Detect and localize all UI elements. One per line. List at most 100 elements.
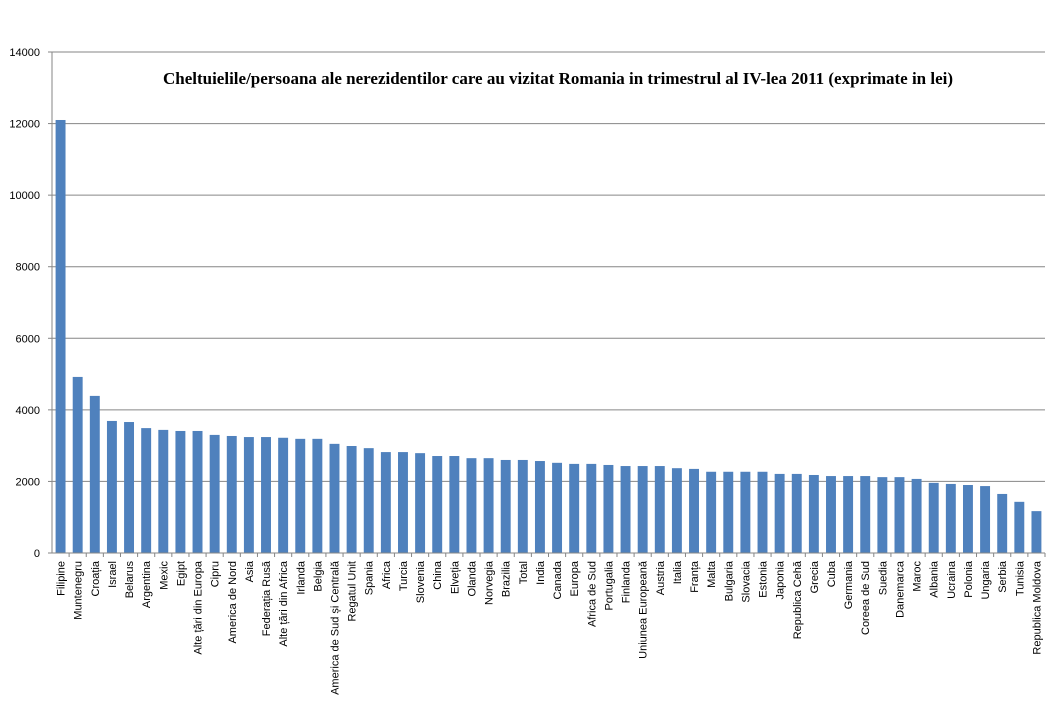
x-tick-label: Finlanda [621, 560, 633, 603]
x-tick-label: Cuba [826, 560, 838, 587]
y-axis: 0 2000 4000 6000 8000 10000 12000 14000 [9, 47, 53, 560]
x-tick-label: Mexic [158, 561, 170, 590]
bar [517, 459, 528, 553]
x-tick-label: Bulgaria [723, 560, 735, 601]
bars [55, 119, 1042, 553]
bar [312, 438, 323, 553]
bar [1014, 501, 1025, 553]
bar [569, 463, 580, 553]
bar [808, 474, 819, 553]
bar [106, 420, 117, 553]
x-tick-label: Austria [655, 560, 667, 595]
bar [141, 428, 152, 553]
x-tick-label: Muntenegru [73, 561, 85, 620]
bar [380, 452, 391, 553]
x-tick-label: Coreea de Sud [860, 561, 872, 635]
y-tick-label: 6000 [16, 333, 40, 345]
x-tick-label: India [535, 560, 547, 585]
bar [962, 485, 973, 553]
x-tick-label: America de Nord [227, 561, 239, 644]
bar [346, 446, 357, 553]
bar [329, 443, 340, 553]
bar [432, 456, 443, 553]
y-tick-label: 14000 [9, 47, 40, 59]
x-tick-label: Ungaria [980, 560, 992, 599]
x-tick-label: Japonia [775, 560, 787, 599]
x-tick-label: Elveția [449, 560, 461, 594]
y-tick-label: 12000 [9, 119, 40, 131]
x-tick-label: Regatul Unit [347, 561, 359, 622]
x-tick-label: Norvegia [484, 560, 496, 605]
x-tick-label: Brazilia [501, 560, 513, 597]
bar [911, 478, 922, 553]
bar [226, 435, 237, 553]
x-axis: Filipine Muntenegru Croația Israel Belarus Ar… [52, 552, 1046, 695]
x-tick-label: Croația [90, 560, 102, 596]
bar [774, 473, 785, 553]
x-tick-label: Argentina [141, 560, 153, 608]
bar [466, 458, 477, 553]
bar [483, 458, 494, 553]
x-tick-label: Israel [107, 561, 119, 588]
x-tick-label: Portugalia [603, 560, 615, 610]
x-tick-label: Turcia [398, 560, 410, 591]
bar [175, 430, 186, 553]
x-tick-label: Albania [929, 560, 941, 598]
y-tick-label: 10000 [9, 190, 40, 202]
x-tick-label: Spania [364, 560, 376, 595]
x-tick-label: Belgia [312, 560, 324, 591]
bar [261, 437, 271, 553]
x-tick-label: Canada [552, 560, 564, 599]
y-tick-label: 2000 [16, 476, 40, 488]
y-tick-label: 0 [34, 548, 40, 560]
x-tick-label: Alte țări din Africa [278, 560, 290, 646]
x-tick-label: Africa [381, 560, 393, 589]
bar [877, 477, 888, 553]
x-tick-label: Slovacia [740, 560, 752, 602]
bar [757, 471, 768, 553]
bar [637, 466, 648, 553]
bar [295, 438, 306, 553]
bar [689, 468, 699, 553]
x-tick-label: Franța [689, 560, 701, 593]
x-tick-label: Egipt [175, 561, 187, 586]
x-tick-label: Italia [672, 560, 684, 584]
x-tick-label: Alte țări din Europa [193, 560, 205, 654]
bar [1031, 511, 1042, 553]
x-tick-label: Cipru [210, 561, 222, 587]
x-tick-label: Polonia [963, 560, 975, 598]
bar [363, 448, 374, 553]
bar [124, 422, 135, 553]
bar [620, 466, 631, 553]
bar [500, 459, 511, 553]
bar [603, 464, 614, 553]
bar [791, 473, 802, 553]
bar [654, 466, 665, 553]
bar [723, 471, 734, 553]
x-tick-label: China [432, 560, 444, 590]
bar [72, 376, 83, 553]
x-tick-label: Republica Cehă [792, 560, 804, 639]
bar [158, 429, 169, 553]
x-tick-label: Africa de Sud [586, 561, 598, 627]
bar [209, 434, 220, 553]
x-tick-label: Danemarca [894, 560, 906, 618]
chart-title: Cheltuielile/persoana ale nerezidentilor… [163, 69, 953, 88]
x-tick-label: Estonia [758, 560, 770, 598]
bar [980, 486, 991, 553]
x-tick-label: Total [518, 561, 530, 584]
bar [278, 437, 289, 553]
x-tick-label: Tunisia [1014, 560, 1026, 596]
bar [894, 477, 905, 553]
bar [860, 476, 871, 553]
bar [928, 482, 939, 553]
x-tick-label: Ucraina [946, 560, 958, 599]
x-tick-label: Republica Moldova [1031, 560, 1043, 654]
bar [945, 483, 956, 553]
x-tick-label: Maroc [912, 561, 924, 592]
x-tick-label: Belarus [124, 561, 136, 599]
bar [89, 395, 100, 553]
bar [706, 471, 717, 553]
x-tick-label: America de Sud și Centrală [329, 560, 341, 695]
